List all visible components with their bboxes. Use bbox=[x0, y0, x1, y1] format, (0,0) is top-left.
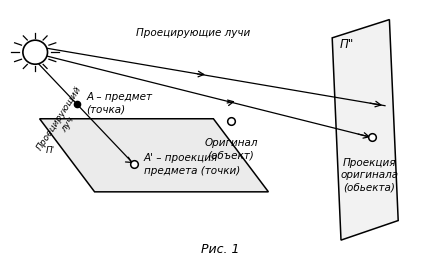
Text: Проецирующие лучи: Проецирующие лучи bbox=[136, 28, 251, 38]
Polygon shape bbox=[40, 119, 268, 192]
Text: Проекция
оригинала
(обьекта): Проекция оригинала (обьекта) bbox=[341, 158, 399, 193]
Text: Проецирующий
луч: Проецирующий луч bbox=[35, 85, 92, 158]
Ellipse shape bbox=[23, 40, 48, 64]
Text: А' – проекция
предмета (точки): А' – проекция предмета (точки) bbox=[144, 153, 240, 176]
Text: Рис. 1: Рис. 1 bbox=[201, 243, 239, 256]
Text: Оригинал
(объект): Оригинал (объект) bbox=[204, 138, 258, 161]
Polygon shape bbox=[332, 20, 398, 240]
Text: А – предмет
(точка): А – предмет (точка) bbox=[87, 92, 153, 114]
Text: П": П" bbox=[340, 38, 354, 51]
Text: П': П' bbox=[46, 146, 55, 155]
